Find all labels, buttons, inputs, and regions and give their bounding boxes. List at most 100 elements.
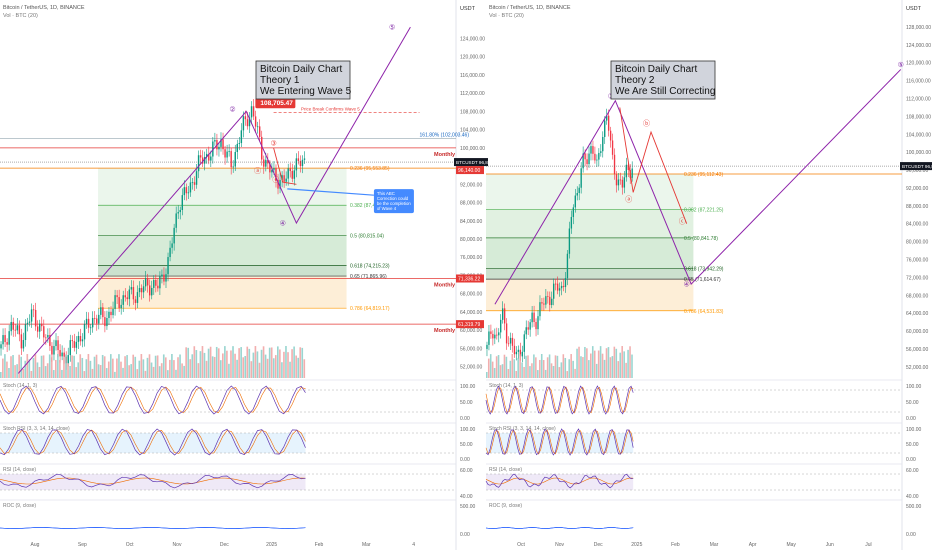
volume-bar: [107, 361, 110, 378]
candle-body: [142, 286, 145, 293]
volume-bar: [268, 347, 271, 378]
candle-body: [39, 323, 41, 332]
volume-bar: [607, 347, 610, 378]
volume-bar: [85, 359, 88, 378]
candle-body: [496, 334, 498, 336]
candle-body: [177, 212, 179, 214]
volume-bar: [262, 346, 265, 378]
candle-body: [287, 168, 289, 179]
candle-body: [256, 126, 259, 128]
candle-body: [12, 321, 14, 330]
price-tick-label: 68,000.00: [906, 293, 928, 299]
volume-bar: [560, 362, 563, 378]
volume-bar: [79, 354, 82, 378]
volume-bar: [152, 366, 155, 378]
volume-bar: [146, 357, 149, 378]
candle-body: [98, 314, 100, 324]
price-tick-label: 68,000.00: [460, 292, 482, 298]
price-tick-label: 96,000.00: [906, 168, 928, 174]
candle-body: [0, 344, 2, 349]
volume-bar: [601, 353, 604, 378]
candle-body: [22, 340, 25, 349]
indicator-main-line: [0, 473, 306, 489]
volume-bar: [511, 354, 514, 378]
candle-body: [613, 154, 616, 175]
volume-bar: [544, 369, 547, 378]
candle-body: [578, 187, 580, 194]
candle-body: [167, 257, 169, 275]
volume-bar: [232, 346, 234, 378]
title-box: [610, 60, 716, 100]
fib-zone: [98, 168, 347, 206]
candle-body: [588, 153, 590, 165]
volume-bar: [254, 346, 257, 378]
volume-bar: [71, 355, 73, 378]
time-axis-label: 2025: [266, 542, 277, 548]
volume-bar: [513, 359, 516, 378]
volume-bar: [509, 360, 512, 378]
time-axis-label: Mar: [362, 542, 371, 548]
candle-body: [55, 340, 57, 347]
indicator-name: ROC (9, close): [489, 503, 522, 509]
volume-bar: [293, 346, 295, 378]
price-tick-label: 92,000.00: [906, 186, 928, 192]
symbol-label: Bitcoin / TetherUS, 1D, BINANCE: [3, 5, 85, 11]
indicator-name: Stoch (14, 1, 3): [3, 383, 38, 389]
candle-body: [106, 318, 108, 327]
candle-body: [490, 331, 492, 334]
indicator-main-line: [0, 527, 306, 529]
title-box: [255, 60, 351, 100]
volume-bar: [12, 355, 14, 378]
volume-bar: [50, 357, 53, 378]
candle-body: [596, 159, 598, 161]
volume-bar: [22, 369, 25, 378]
volume-bar: [10, 356, 12, 378]
candle-body: [619, 179, 622, 181]
indicator-main-line: [485, 527, 634, 529]
candle-body: [81, 339, 84, 342]
volume-bar: [238, 348, 240, 378]
candle-body: [537, 316, 539, 330]
candle-body: [6, 342, 8, 345]
candlesticks: [0, 98, 306, 370]
title-line: Theory 2: [615, 75, 655, 86]
volume-bar: [97, 364, 100, 378]
indicator-tick: 40.00: [906, 494, 919, 500]
candle-body: [590, 146, 592, 154]
indicator-main-line: [485, 473, 634, 489]
volume-label: Vol · BTC (20): [3, 13, 38, 19]
volume-bar: [63, 357, 65, 378]
indicator-band: [486, 474, 634, 490]
price-tick-label: 64,000.00: [906, 311, 928, 317]
price-tick-label: 120,000.00: [460, 55, 485, 61]
volume-label: Vol · BTC (20): [489, 13, 524, 19]
volume-bar: [205, 360, 208, 378]
candle-body: [161, 274, 163, 277]
price-tick-label: 124,000.00: [460, 37, 485, 43]
candle-body: [533, 312, 535, 322]
volume-bar: [556, 355, 559, 378]
candle-body: [570, 216, 573, 229]
volume-bar: [299, 347, 302, 378]
volume-bar: [222, 353, 224, 378]
title-line: We Are Still Correcting: [615, 86, 715, 97]
volume-bar: [181, 363, 183, 378]
candle-body: [285, 178, 287, 182]
candle-body: [59, 350, 61, 357]
monthly-label: Monthly: [434, 282, 456, 288]
volume-bar: [42, 355, 45, 378]
fib-zone: [486, 174, 694, 210]
indicator-tick: 60.00: [906, 468, 919, 474]
time-axis-label: 2025: [631, 542, 642, 548]
wave-label: ④: [280, 219, 286, 227]
price-tag-secondary: [456, 166, 484, 175]
volume-bar: [91, 368, 94, 378]
indicator-tick: 0.00: [460, 457, 470, 463]
candle-body: [120, 304, 122, 309]
candle-body: [615, 174, 618, 186]
price-tick-label: 104,000.00: [906, 132, 931, 138]
candle-body: [505, 323, 508, 344]
candle-body: [187, 192, 190, 194]
candle-body: [163, 274, 165, 282]
candle-body: [513, 345, 516, 355]
